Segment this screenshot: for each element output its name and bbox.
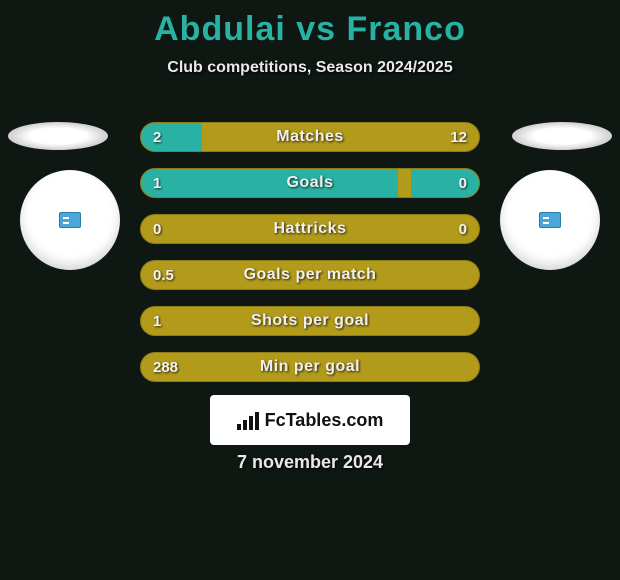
stat-row: 212Matches [140,122,480,152]
placeholder-icon [539,212,561,228]
stat-label: Goals [141,169,479,197]
page-subtitle: Club competitions, Season 2024/2025 [0,59,620,77]
player-left-shadow [8,122,108,150]
stat-row: 0.5Goals per match [140,260,480,290]
comparison-card: Abdulai vs Franco Club competitions, Sea… [0,0,620,580]
stat-row: 288Min per goal [140,352,480,382]
stat-label: Min per goal [141,353,479,381]
player-right-shadow [512,122,612,150]
stat-row: 1Shots per goal [140,306,480,336]
bar-chart-icon [237,410,259,430]
stat-label: Shots per goal [141,307,479,335]
stat-row: 00Hattricks [140,214,480,244]
stat-label: Hattricks [141,215,479,243]
player-left-badge [20,170,120,270]
stat-label: Matches [141,123,479,151]
player-right-badge [500,170,600,270]
placeholder-icon [59,212,81,228]
page-title: Abdulai vs Franco [0,0,620,49]
stat-label: Goals per match [141,261,479,289]
stat-row: 10Goals [140,168,480,198]
stats-panel: 212Matches 10Goals 00Hattricks 0.5Goals per… [140,122,480,398]
snapshot-date: 7 november 2024 [0,452,620,473]
brand-badge: FcTables.com [210,395,410,445]
brand-text: FcTables.com [265,410,384,431]
